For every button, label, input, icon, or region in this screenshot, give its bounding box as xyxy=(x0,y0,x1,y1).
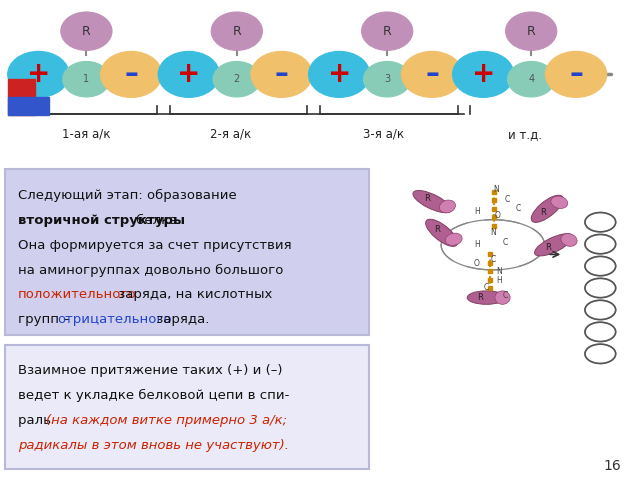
Text: C: C xyxy=(490,255,495,264)
Ellipse shape xyxy=(531,195,563,222)
Circle shape xyxy=(158,51,220,97)
Text: заряда, на кислотных: заряда, на кислотных xyxy=(114,288,272,301)
Text: (на каждом витке примерно 3 а/к;: (на каждом витке примерно 3 а/к; xyxy=(46,414,287,427)
Text: N: N xyxy=(490,228,495,237)
Text: C: C xyxy=(503,291,508,300)
Ellipse shape xyxy=(561,234,577,246)
Text: O: O xyxy=(474,260,480,268)
Circle shape xyxy=(100,51,162,97)
Text: N: N xyxy=(493,185,499,194)
Bar xyxy=(8,79,35,115)
Text: H: H xyxy=(474,207,479,216)
Text: групп –: групп – xyxy=(18,313,74,326)
Text: +: + xyxy=(472,60,495,88)
Text: 4: 4 xyxy=(528,74,534,84)
Text: ведет к укладке белковой цепи в спи-: ведет к укладке белковой цепи в спи- xyxy=(18,389,289,402)
Text: C: C xyxy=(484,284,489,292)
Text: R: R xyxy=(383,24,392,38)
Ellipse shape xyxy=(467,291,506,304)
Text: R: R xyxy=(435,225,440,234)
Text: –: – xyxy=(569,60,583,88)
Text: R: R xyxy=(540,208,546,217)
Ellipse shape xyxy=(534,234,573,256)
Ellipse shape xyxy=(445,233,462,245)
Text: 16: 16 xyxy=(603,459,621,473)
Circle shape xyxy=(545,51,607,97)
Text: –: – xyxy=(425,60,439,88)
Text: R: R xyxy=(545,243,551,252)
Ellipse shape xyxy=(426,219,458,246)
Text: Взаимное притяжение таких (+) и (–): Взаимное притяжение таких (+) и (–) xyxy=(18,364,282,377)
Ellipse shape xyxy=(551,196,568,208)
Text: O: O xyxy=(495,212,501,220)
Text: 1-ая а/к: 1-ая а/к xyxy=(62,128,111,141)
Circle shape xyxy=(63,61,110,97)
Text: 2: 2 xyxy=(234,74,240,84)
Text: и т.д.: и т.д. xyxy=(508,128,542,141)
Text: R: R xyxy=(232,24,241,38)
Circle shape xyxy=(508,61,555,97)
Text: заряда.: заряда. xyxy=(152,313,209,326)
Circle shape xyxy=(401,51,463,97)
Text: радикалы в этом вновь не участвуют).: радикалы в этом вновь не участвуют). xyxy=(18,439,289,452)
Text: вторичной структуры: вторичной структуры xyxy=(18,214,185,227)
Text: 3-я а/к: 3-я а/к xyxy=(364,128,404,141)
Text: белка.: белка. xyxy=(132,214,181,227)
Text: –: – xyxy=(124,60,138,88)
Text: +: + xyxy=(27,60,50,88)
Text: на аминогруппах довольно большого: на аминогруппах довольно большого xyxy=(18,264,284,276)
Text: C: C xyxy=(516,204,521,213)
FancyBboxPatch shape xyxy=(5,345,369,469)
Text: –: – xyxy=(275,60,289,88)
Text: C: C xyxy=(503,238,508,247)
Ellipse shape xyxy=(495,291,510,304)
Text: +: + xyxy=(177,60,200,88)
Text: отрицательного: отрицательного xyxy=(57,313,172,326)
Text: раль: раль xyxy=(18,414,55,427)
Text: положительного: положительного xyxy=(18,288,136,301)
Text: R: R xyxy=(424,194,429,204)
Text: +: + xyxy=(328,60,351,88)
Circle shape xyxy=(364,61,411,97)
Circle shape xyxy=(452,51,514,97)
Text: R: R xyxy=(527,24,536,38)
Text: H: H xyxy=(497,276,502,285)
Text: N: N xyxy=(497,267,502,276)
Circle shape xyxy=(8,51,69,97)
FancyBboxPatch shape xyxy=(5,169,369,335)
Circle shape xyxy=(213,61,260,97)
Text: Она формируется за счет присутствия: Она формируется за счет присутствия xyxy=(18,239,292,252)
Text: R: R xyxy=(82,24,91,38)
Circle shape xyxy=(506,12,557,50)
Text: R: R xyxy=(477,293,483,302)
Circle shape xyxy=(251,51,312,97)
Text: 1: 1 xyxy=(83,74,90,84)
Text: 2-я а/к: 2-я а/к xyxy=(210,128,251,141)
Ellipse shape xyxy=(439,200,456,213)
Circle shape xyxy=(362,12,413,50)
Text: 3: 3 xyxy=(384,74,390,84)
Text: C: C xyxy=(504,195,509,204)
Ellipse shape xyxy=(413,191,451,213)
Text: H: H xyxy=(474,240,479,249)
Circle shape xyxy=(211,12,262,50)
Bar xyxy=(8,97,49,115)
Circle shape xyxy=(308,51,370,97)
Text: Следующий этап: образование: Следующий этап: образование xyxy=(18,189,237,202)
Circle shape xyxy=(61,12,112,50)
